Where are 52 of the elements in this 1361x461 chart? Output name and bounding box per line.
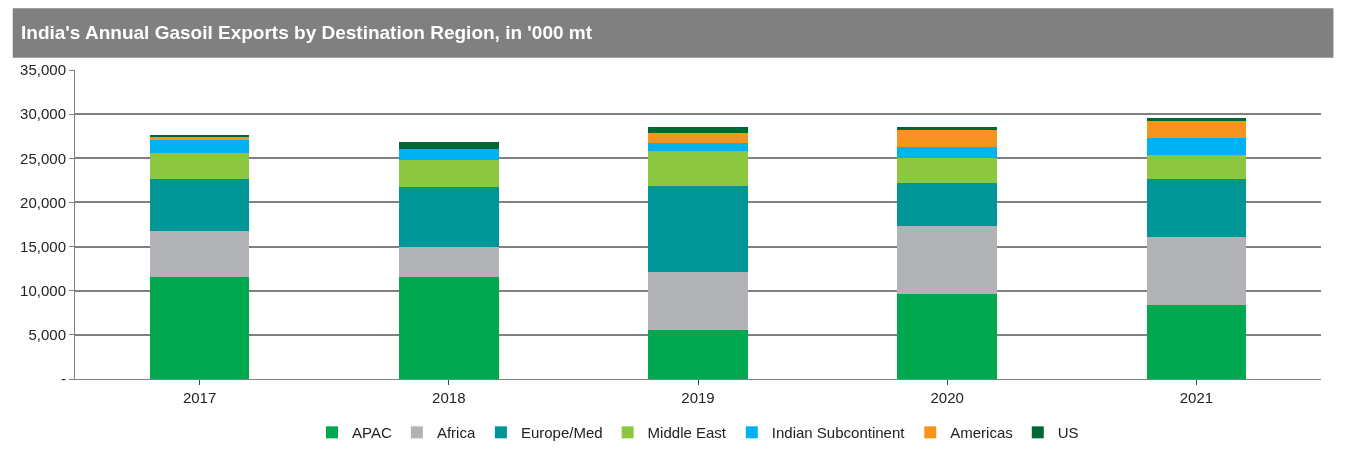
y-tick-label: 15,000 xyxy=(20,237,66,255)
bar xyxy=(149,178,250,232)
legend-label: Middle East xyxy=(647,424,727,442)
chart-title: India's Annual Gasoil Exports by Destination Region, in '000 mt xyxy=(21,22,593,43)
x-tick-label: 2021 xyxy=(1179,389,1214,406)
bar xyxy=(897,226,998,294)
bar xyxy=(1146,154,1247,179)
legend-label: APAC xyxy=(352,424,392,442)
bar xyxy=(149,276,250,379)
legend-label: US xyxy=(1057,424,1079,442)
y-tick-label: 25,000 xyxy=(20,149,66,167)
bar xyxy=(1146,236,1247,305)
bar xyxy=(398,160,499,187)
legend-label: Indian Subcontinent xyxy=(771,424,906,442)
y-tick-label: 30,000 xyxy=(20,105,66,123)
bar xyxy=(398,142,499,150)
x-tick-label: 2019 xyxy=(681,389,715,406)
x-tick-label: 2017 xyxy=(182,389,217,406)
y-tick-label: 5,000 xyxy=(28,326,66,344)
bar xyxy=(648,272,748,331)
y-tick-label: 20,000 xyxy=(20,193,66,211)
x-tick-label: 2020 xyxy=(930,389,964,406)
bar xyxy=(1146,121,1247,138)
bar xyxy=(897,146,998,159)
bar xyxy=(149,153,250,179)
bar xyxy=(398,246,499,277)
y-tick-label: - xyxy=(61,370,66,388)
bar xyxy=(648,126,748,133)
bar xyxy=(648,143,748,152)
bar xyxy=(398,186,499,247)
bar xyxy=(648,132,748,144)
bar xyxy=(398,149,499,161)
legend-label: Americas xyxy=(950,424,1013,442)
bar xyxy=(648,151,748,186)
bar xyxy=(149,139,250,154)
bar xyxy=(897,127,998,130)
legend-label: Europe/Med xyxy=(520,424,603,442)
bar xyxy=(1146,304,1247,379)
bar xyxy=(1146,178,1247,237)
bar xyxy=(897,129,998,147)
bar xyxy=(648,330,748,379)
bar xyxy=(897,158,998,184)
x-tick-label: 2018 xyxy=(432,389,466,406)
y-tick-label: 10,000 xyxy=(20,281,66,299)
bar xyxy=(149,231,250,277)
bar xyxy=(1146,137,1247,155)
y-tick-label: 35,000 xyxy=(20,61,66,79)
bar xyxy=(398,276,499,379)
bar xyxy=(648,185,748,273)
bar xyxy=(897,183,998,227)
legend-label: Africa xyxy=(436,424,476,442)
bar xyxy=(897,293,998,379)
